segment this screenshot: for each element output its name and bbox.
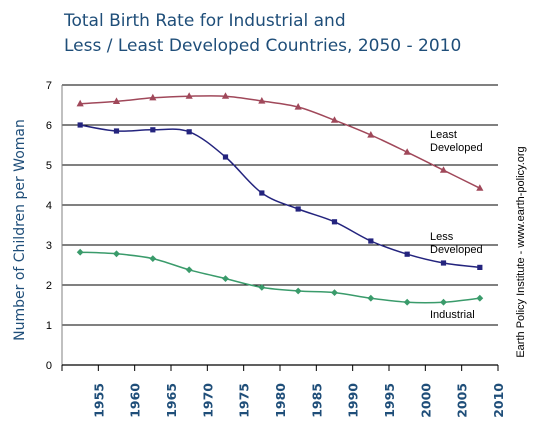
series-label-less-developed-2: Developed <box>430 244 483 256</box>
chart-title: Total Birth Rate for Industrial and Less… <box>64 9 484 59</box>
data-point-less-developed-1987.5 <box>331 219 338 225</box>
x-tick-label-1965: 1965 <box>164 383 179 418</box>
x-tick-label-1985: 1985 <box>309 383 324 418</box>
data-point-less-developed-1977.5 <box>259 190 265 196</box>
series-line-less-developed <box>80 124 480 269</box>
source-credit: Earth Policy Institute - www.earth-polic… <box>515 146 527 357</box>
y-tick-label-6: 6 <box>46 120 52 132</box>
series-line-industrial <box>80 251 480 304</box>
data-point-industrial-1957.5 <box>113 250 120 258</box>
data-point-least-developed-1997.5 <box>403 148 411 155</box>
series-label-least-developed-2: Developed <box>430 142 483 154</box>
x-tick-label-1975: 1975 <box>237 383 252 418</box>
data-point-less-developed-1952.5 <box>77 122 83 128</box>
x-tick-label-2005: 2005 <box>455 383 470 418</box>
data-point-industrial-1952.5 <box>76 248 84 256</box>
data-point-least-developed-1957.5 <box>112 97 121 104</box>
x-tick-label-1955: 1955 <box>91 383 106 418</box>
x-tick-label-1995: 1995 <box>382 383 397 418</box>
y-tick-label-2: 2 <box>46 280 52 292</box>
x-tick-label-1980: 1980 <box>273 383 288 418</box>
y-axis-label: Number of Children per Woman <box>12 119 28 341</box>
data-point-less-developed-1962.5 <box>150 127 156 133</box>
data-point-industrial-1997.5 <box>403 298 411 306</box>
data-point-industrial-1982.5 <box>294 287 302 295</box>
data-point-least-developed-1962.5 <box>149 93 157 101</box>
data-point-least-developed-2007.5 <box>476 184 484 191</box>
data-point-less-developed-1992.5 <box>368 238 374 244</box>
data-point-least-developed-1992.5 <box>367 131 375 138</box>
data-point-least-developed-1952.5 <box>76 99 84 107</box>
series-line-least-developed <box>80 95 481 189</box>
y-tick-label-3: 3 <box>46 240 52 252</box>
data-point-industrial-1977.5 <box>258 284 266 291</box>
data-point-less-developed-1997.5 <box>404 251 410 257</box>
x-tick-label-2010: 2010 <box>491 383 506 418</box>
series-label-least-developed-1: Least <box>430 129 457 141</box>
y-tick-label-4: 4 <box>46 200 52 212</box>
data-point-least-developed-1987.5 <box>330 116 339 123</box>
data-point-industrial-1962.5 <box>149 255 157 262</box>
data-point-industrial-1992.5 <box>367 294 375 302</box>
data-point-less-developed-1967.5 <box>186 129 192 135</box>
chart-title-line-1: Total Birth Rate for Industrial and <box>64 11 346 31</box>
y-tick-label-5: 5 <box>46 160 52 172</box>
data-point-less-developed-2002.5 <box>440 260 447 266</box>
x-tick-label-1960: 1960 <box>128 383 143 418</box>
data-point-industrial-2007.5 <box>476 294 484 302</box>
data-point-least-developed-1977.5 <box>258 97 266 104</box>
data-point-industrial-1967.5 <box>185 266 193 274</box>
data-point-less-developed-2007.5 <box>477 264 483 270</box>
data-point-less-developed-1957.5 <box>113 128 120 134</box>
x-tick-label-1970: 1970 <box>200 383 215 418</box>
series-label-industrial-1: Industrial <box>430 309 475 321</box>
data-point-less-developed-1982.5 <box>295 206 301 212</box>
y-tick-label-1: 1 <box>46 320 52 332</box>
series-label-less-developed-1: Less <box>430 231 454 243</box>
data-point-less-developed-1972.5 <box>222 154 229 160</box>
data-point-least-developed-1972.5 <box>221 92 230 99</box>
data-point-least-developed-2002.5 <box>439 166 448 173</box>
data-point-industrial-2002.5 <box>440 298 447 306</box>
y-tick-label-7: 7 <box>46 80 52 92</box>
x-tick-label-2000: 2000 <box>418 383 433 418</box>
data-point-least-developed-1967.5 <box>185 92 193 99</box>
chart-title-line-2: Less / Least Developed Countries, 2050 -… <box>64 36 462 56</box>
data-point-least-developed-1982.5 <box>294 103 302 110</box>
y-tick-label-0: 0 <box>46 360 52 372</box>
data-point-industrial-1987.5 <box>331 289 338 296</box>
x-tick-label-1990: 1990 <box>346 383 361 418</box>
data-point-industrial-1972.5 <box>222 275 229 282</box>
